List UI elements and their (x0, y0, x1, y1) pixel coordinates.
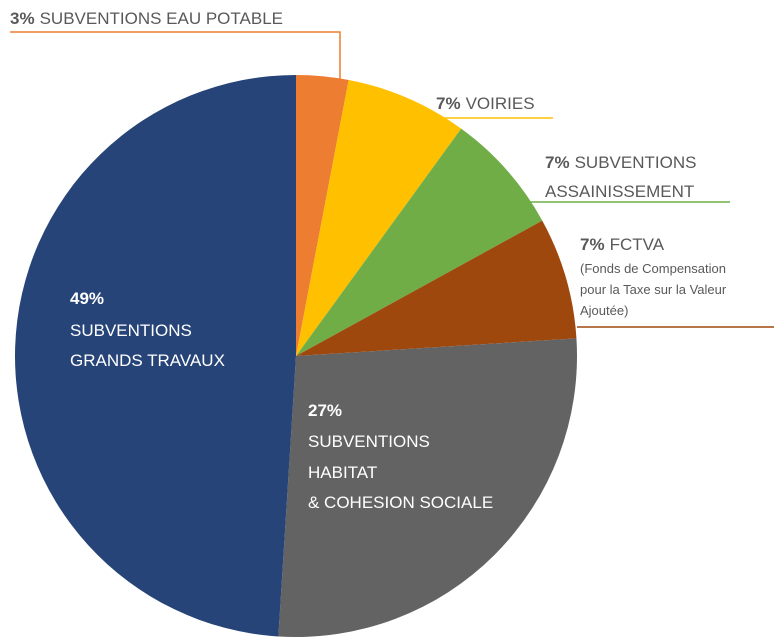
leader-line (10, 31, 341, 82)
slice-label: 3% SUBVENTIONS EAU POTABLE (10, 9, 283, 28)
slice-percent: 3% (10, 9, 35, 28)
slice-name: FCTVA (610, 235, 665, 254)
slice-name: HABITAT (308, 463, 377, 482)
slice-label: 27% SUBVENTIONS HABITAT & COHESION SOCIALE (308, 401, 493, 512)
pie-slice (296, 220, 577, 356)
pie-slice (296, 75, 349, 356)
slice-percent: 7% (436, 94, 461, 113)
slice-label: 7% FCTVA (580, 235, 665, 254)
slice-percent: 7% (545, 153, 570, 172)
slice-percent: 27% (308, 401, 342, 420)
annotation-line: pour la Taxe sur la Valeur (580, 282, 727, 297)
pie-slice (296, 128, 543, 356)
annotation-line: (Fonds de Compensation (580, 261, 726, 276)
slice-name: ASSAINISSEMENT (545, 182, 694, 201)
pie-slice (15, 75, 297, 637)
annotation-line: Ajoutée) (580, 303, 628, 318)
slice-percent: 49% (70, 289, 104, 308)
slice-label: 49% SUBVENTIONS GRANDS TRAVAUX (70, 289, 225, 370)
slice-name: SUBVENTIONS EAU POTABLE (40, 9, 283, 28)
slice-name: GRANDS TRAVAUX (70, 351, 225, 370)
annotation: (Fonds de Compensation pour la Taxe sur l… (580, 261, 727, 318)
pie-slice (278, 338, 577, 637)
pie-slice (296, 79, 462, 356)
slice-name: & COHESION SOCIALE (308, 493, 493, 512)
slice-percent: 7% (580, 235, 605, 254)
slice-label: 7% VOIRIES (436, 94, 535, 113)
slice-label: 7% SUBVENTIONS ASSAINISSEMENT (545, 153, 696, 201)
slice-name: SUBVENTIONS (308, 432, 430, 451)
slice-name: SUBVENTIONS (70, 321, 192, 340)
slice-name: SUBVENTIONS (575, 153, 697, 172)
slice-name: VOIRIES (466, 94, 535, 113)
